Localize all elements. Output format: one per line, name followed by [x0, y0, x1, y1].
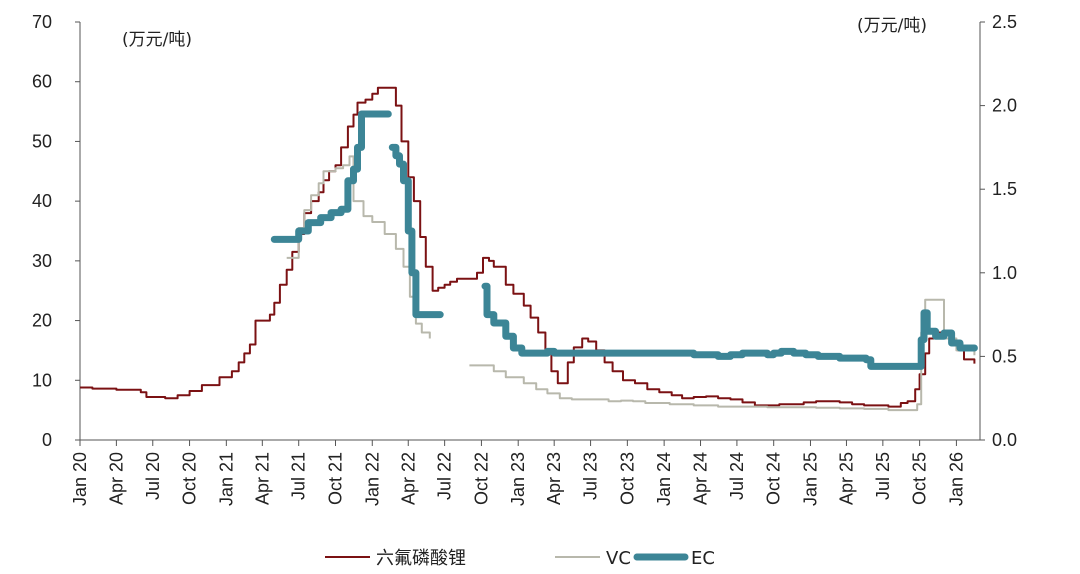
x-tick-label: Apr 25	[836, 452, 856, 505]
x-tick-label: Jan 25	[800, 452, 820, 506]
right-unit-label: (万元/吨)	[857, 16, 927, 36]
y-left-tick-label: 10	[32, 370, 52, 390]
y-left-tick-label: 70	[32, 12, 52, 32]
y-left-tick-label: 60	[32, 72, 52, 92]
x-tick-label: Jan 23	[508, 452, 528, 506]
x-tick-label: Oct 23	[617, 452, 637, 505]
series-vc-line	[286, 155, 976, 412]
x-tick-label: Jan 20	[70, 452, 90, 506]
y-right-tick-label: 0.0	[992, 430, 1017, 450]
x-tick-label: Oct 21	[325, 452, 345, 505]
x-tick-label: Oct 25	[910, 452, 930, 505]
y-right-tick-label: 2.0	[992, 96, 1017, 116]
x-tick-label: Apr 24	[691, 452, 711, 505]
x-tick-label: Oct 20	[180, 452, 200, 505]
y-right-tick-label: 2.5	[992, 12, 1017, 32]
series-layer	[80, 86, 978, 412]
x-tick-label: Jul 23	[581, 452, 601, 500]
x-tick-label: Jul 21	[289, 452, 309, 500]
x-tick-label: Jan 22	[362, 452, 382, 506]
x-tick-label: Jan 24	[654, 452, 674, 506]
axes: 0 10 20 30 40 50 60 70 0.0 0.5 1.0 1.5 2.0 2.5 (万元/吨) (…	[32, 12, 1017, 506]
left-unit-label: (万元/吨)	[122, 30, 192, 50]
y-left-tick-label: 30	[32, 251, 52, 271]
legend-label: EC	[691, 548, 715, 569]
legend-label: VC	[606, 548, 631, 569]
x-tick-label: Apr 21	[252, 452, 272, 505]
y-right-tick-label: 0.5	[992, 346, 1017, 366]
x-tick-label: Jul 20	[143, 452, 163, 500]
y-left-tick-label: 0	[42, 430, 52, 450]
y-left-tick-label: 50	[32, 131, 52, 151]
x-tick-label: Jul 25	[873, 452, 893, 500]
series-lipf6-line	[80, 86, 976, 408]
x-tick-label: Oct 22	[471, 452, 491, 505]
y-right-tick-label: 1.0	[992, 263, 1017, 283]
x-tick-label: Jan 21	[216, 452, 236, 506]
x-tick-label: Jan 26	[946, 452, 966, 506]
legend: 六氟磷酸锂 VC EC	[325, 548, 715, 569]
x-tick-label: Apr 23	[544, 452, 564, 505]
y-left-tick-label: 20	[32, 311, 52, 331]
x-tick-label: Apr 22	[398, 452, 418, 505]
series-ec-line	[270, 110, 978, 370]
x-tick-label: Jul 24	[727, 452, 747, 500]
x-tick-label: Apr 20	[106, 452, 126, 505]
x-tick-label: Jul 22	[435, 452, 455, 500]
legend-label: 六氟磷酸锂	[376, 548, 466, 569]
x-tick-label: Oct 24	[764, 452, 784, 505]
y-right-tick-label: 1.5	[992, 179, 1017, 199]
y-left-tick-label: 40	[32, 191, 52, 211]
